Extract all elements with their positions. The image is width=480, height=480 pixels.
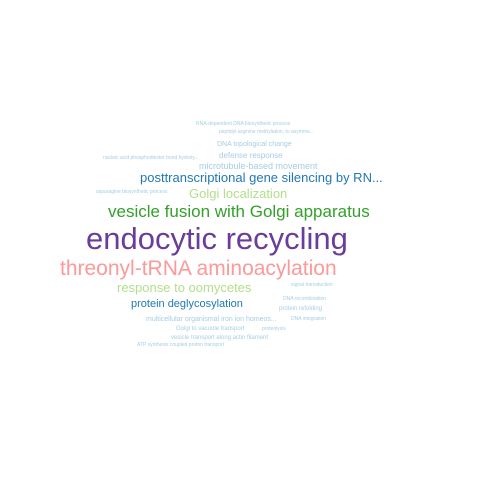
word-rna-dependent-dna-biosynthetic: RNA-dependent DNA biosynthetic process bbox=[196, 121, 291, 127]
word-signal-transduction: signal transduction bbox=[291, 282, 333, 288]
word-iron-ion-homeostasis: multicellular organismal iron ion homeos… bbox=[146, 316, 277, 323]
word-peptidyl-arginine-methylation: peptidyl-arginine methylation, to asymme… bbox=[219, 129, 315, 135]
word-protein-refolding: protein refolding bbox=[279, 306, 323, 312]
word-nucleic-acid-phosphodiester: nucleic acid phosphodiester bond hydroly… bbox=[103, 155, 199, 161]
word-posttranscriptional-gene-silencing: posttranscriptional gene silencing by RN… bbox=[140, 170, 383, 185]
word-protein-deglycosylation: protein deglycosylation bbox=[131, 298, 243, 310]
word-endocytic-recycling: endocytic recycling bbox=[86, 221, 348, 256]
word-dna-integration: DNA integration bbox=[291, 316, 327, 322]
word-golgi-localization: Golgi localization bbox=[189, 186, 288, 201]
word-defense-response: defense response bbox=[219, 151, 283, 160]
word-threonyl-trna-aminoacylation: threonyl-tRNA aminoacylation bbox=[60, 257, 337, 280]
word-response-to-oomycetes: response to oomycetes bbox=[117, 280, 252, 295]
word-proteolysis: proteolysis bbox=[262, 326, 286, 332]
word-asparagine-biosynthetic: asparagine biosynthetic process bbox=[96, 189, 168, 195]
word-atp-synthesis-coupled: ATP synthesis coupled proton transport bbox=[137, 342, 225, 348]
word-golgi-to-vacuole-transport: Golgi to vacuole transport bbox=[176, 326, 245, 332]
word-vesicle-transport-actin: vesicle transport along actin filament bbox=[171, 335, 269, 341]
word-vesicle-fusion-with-golgi: vesicle fusion with Golgi apparatus bbox=[108, 202, 370, 221]
word-microtubule-based-movement: microtubule-based movement bbox=[199, 161, 318, 171]
word-dna-topological-change: DNA topological change bbox=[217, 141, 292, 148]
word-dna-recombination: DNA recombination bbox=[283, 296, 327, 302]
